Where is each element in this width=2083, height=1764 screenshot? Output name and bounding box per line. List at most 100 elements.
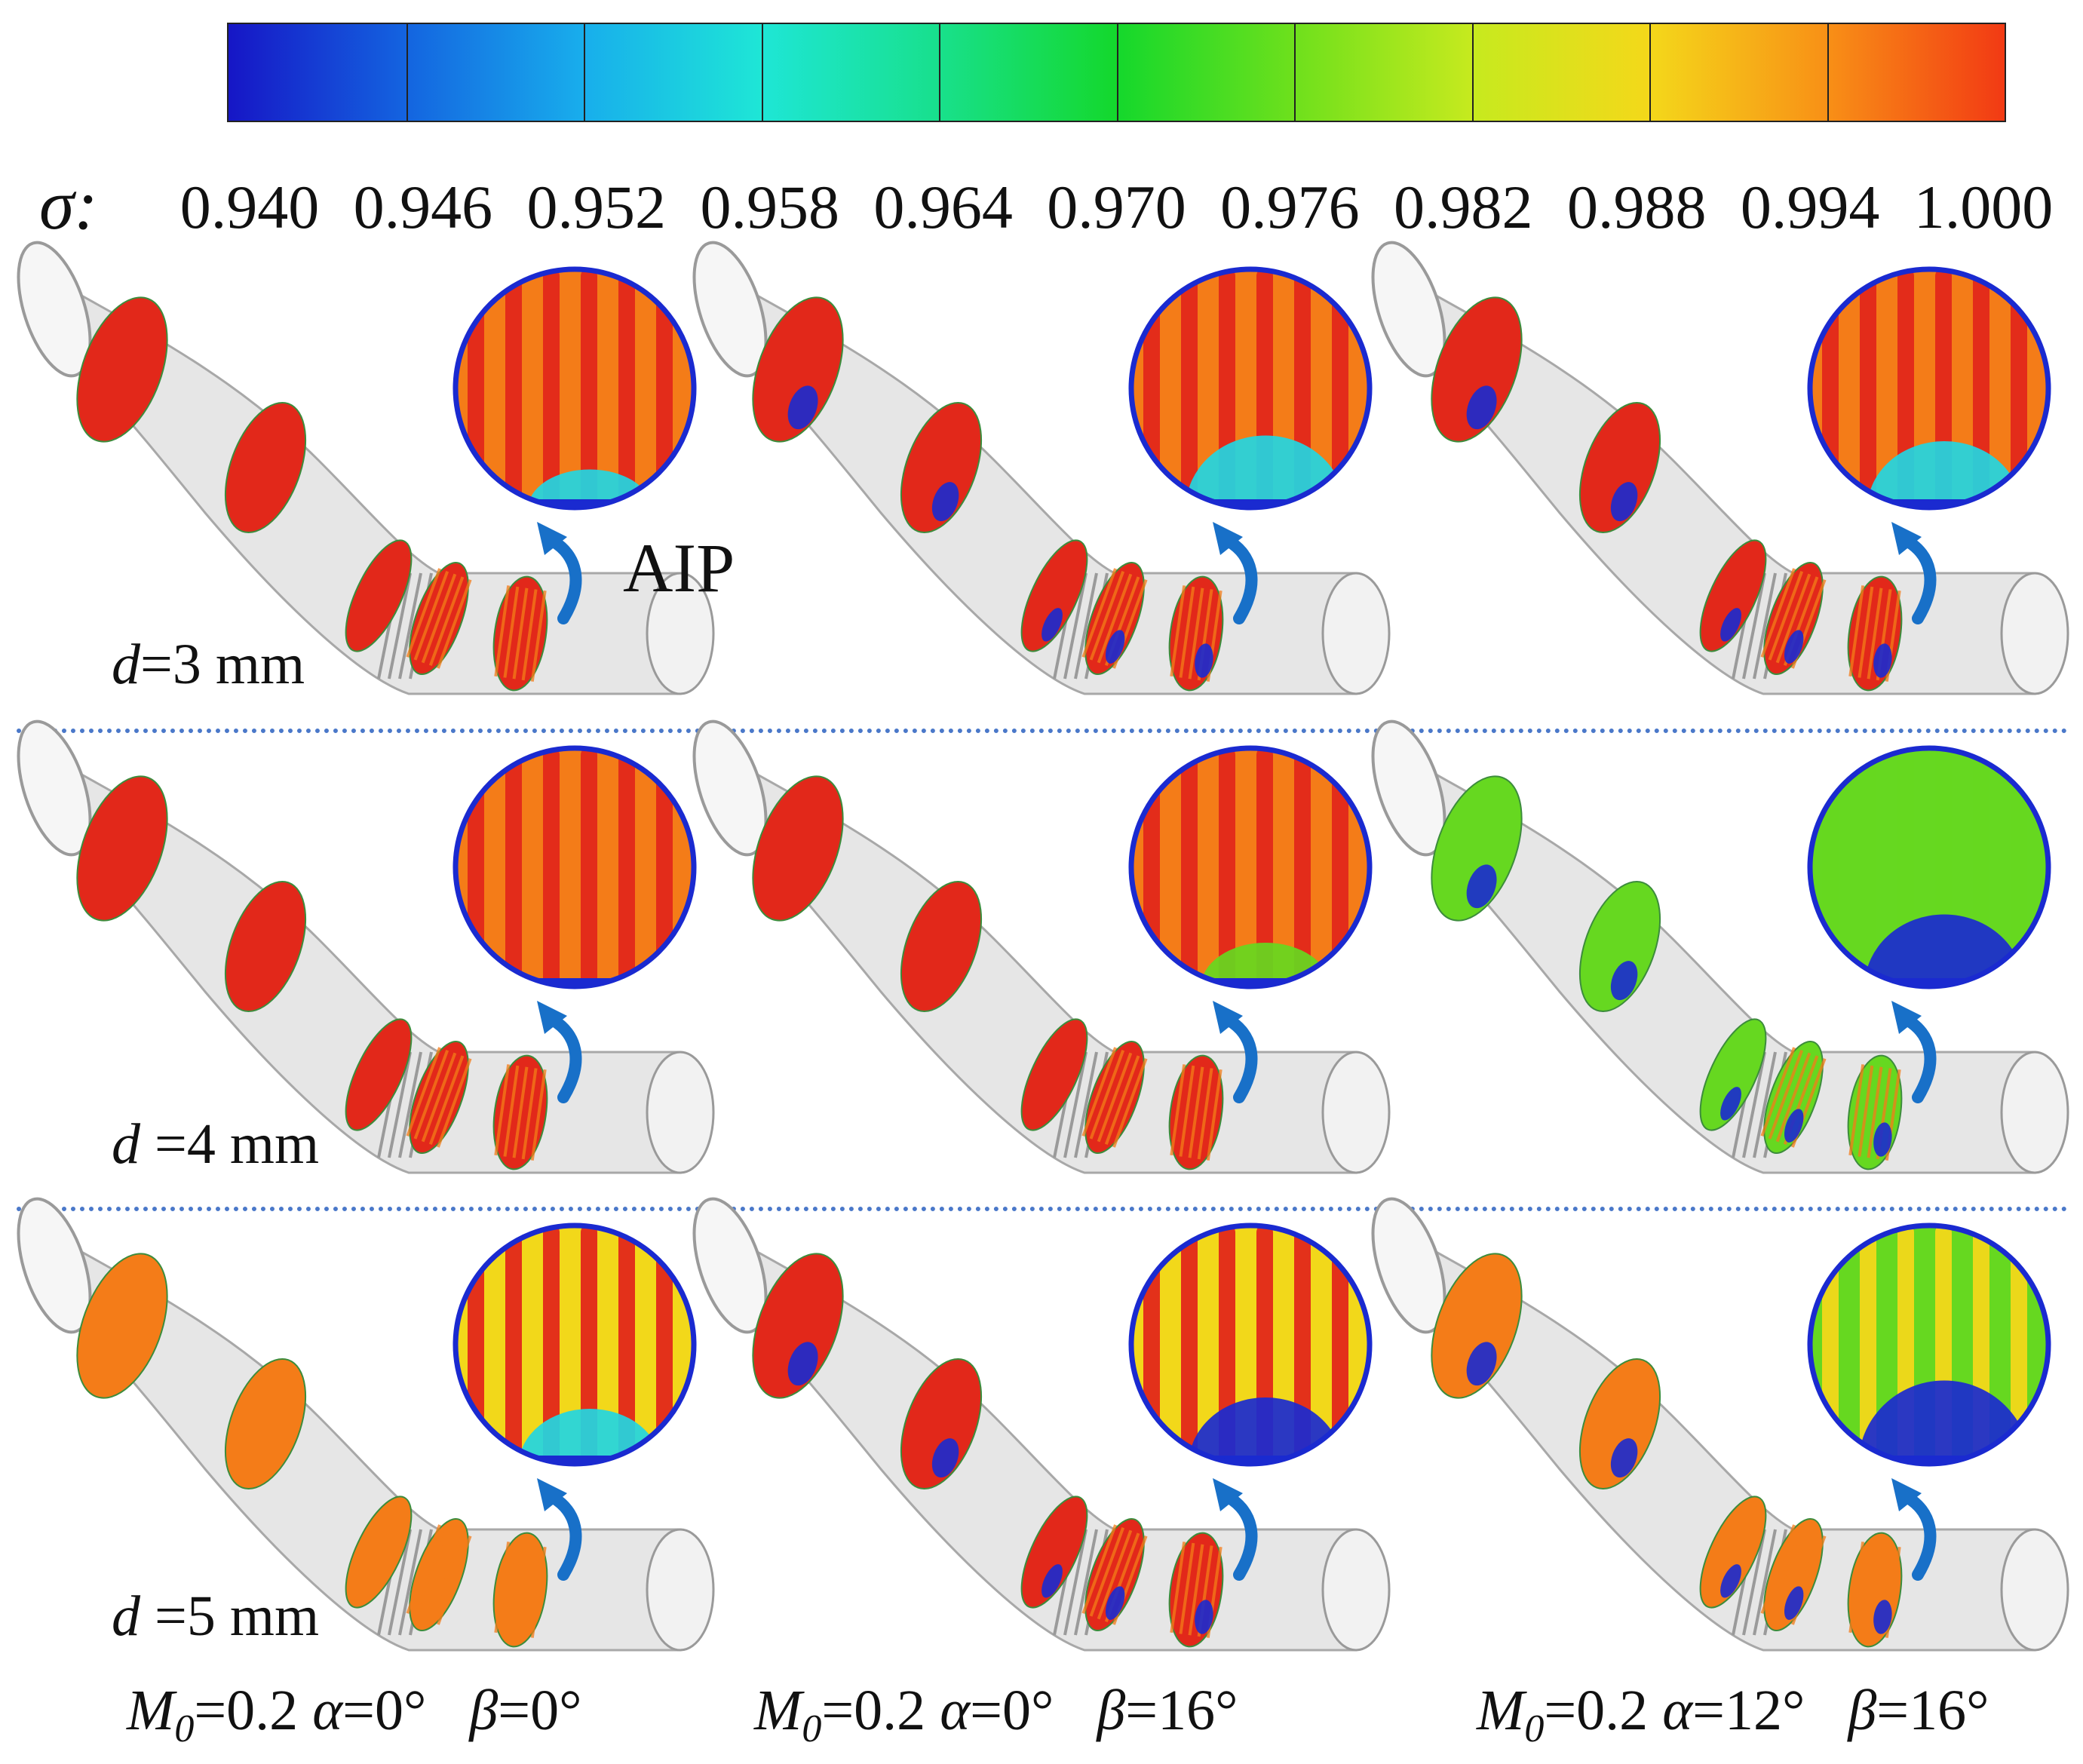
flow-slice-stripe — [1775, 573, 1812, 664]
flow-slice-stripe — [428, 1532, 465, 1623]
aip-arrow-head — [1213, 522, 1243, 555]
aip-stripe — [1143, 268, 1160, 509]
flow-slice — [492, 1054, 548, 1170]
flow-slice-stripe — [1097, 1052, 1133, 1143]
flow-slice-field — [1699, 539, 1767, 652]
flow-slice-field — [76, 1253, 168, 1399]
flow-slice-stripe — [1188, 587, 1204, 680]
flow-slice-field — [1431, 1253, 1523, 1399]
grille-rib — [398, 1529, 422, 1636]
flow-slice-stripe — [428, 576, 465, 667]
aip-stripe — [1219, 747, 1235, 988]
flow-slice-stripe — [494, 585, 511, 677]
aip-stripe — [1860, 747, 1876, 988]
aip-contour-border — [1128, 1223, 1373, 1467]
colorbar-division — [939, 24, 940, 121]
flow-slice — [1578, 1358, 1661, 1490]
flow-slice — [406, 1040, 472, 1155]
row-label-d3: d=3 mm — [112, 633, 305, 696]
flow-slice-stripe — [512, 1066, 529, 1158]
duct-inlet-lip — [1371, 719, 1446, 857]
row-separator-2 — [17, 1207, 2068, 1211]
duct-outlet — [646, 1528, 715, 1652]
flow-slice-low-region — [1466, 385, 1497, 430]
aip-stripe — [1256, 747, 1273, 988]
flow-slice-stripe — [512, 587, 529, 680]
flow-slice-low-region — [1195, 643, 1213, 678]
aip-stripe — [656, 268, 673, 509]
aip-low-pressure-region — [1864, 914, 2024, 988]
flow-slice-field — [345, 539, 413, 652]
duct-panel-svg — [17, 719, 715, 1174]
flow-slice — [1578, 880, 1661, 1013]
flow-slice — [1020, 539, 1088, 652]
aip-arrow-head — [1213, 1001, 1243, 1034]
duct-panel — [17, 719, 715, 1203]
flow-slice — [1431, 1253, 1523, 1399]
flow-slice-stripe — [1089, 1526, 1125, 1617]
flow-slice-stripe — [530, 1069, 547, 1161]
flow-slice-stripe — [1867, 1544, 1883, 1636]
flow-slice — [406, 561, 472, 676]
aip-low-pressure-region — [519, 1409, 661, 1465]
grille-rib — [1753, 1529, 1777, 1636]
colorbar-division — [1827, 24, 1829, 121]
aip-stripe — [1822, 268, 1839, 509]
row-label-d5: d =5 mm — [112, 1585, 320, 1648]
colorbar-tick-label: 0.964 — [873, 173, 1013, 241]
colorbar-division — [1471, 24, 1474, 121]
aip-arrow-shaft — [548, 1492, 582, 1581]
aip-stripe — [543, 747, 560, 988]
aip-stripe — [618, 1224, 635, 1465]
flow-slice — [1168, 1054, 1224, 1170]
flow-slice — [1020, 1018, 1088, 1131]
aip-stripe — [1181, 268, 1198, 509]
flow-slice-stripe — [521, 1068, 538, 1160]
duct-panel — [692, 1197, 1391, 1680]
flow-slice-stripe — [530, 1546, 547, 1638]
colorbar-tick-label: 0.952 — [526, 173, 667, 241]
flow-slice — [1081, 1517, 1148, 1632]
flow-slice-stripe — [1179, 586, 1195, 678]
flow-slice — [406, 1517, 472, 1632]
aip-stripe — [1822, 747, 1839, 988]
flow-slice-stripe — [421, 573, 457, 664]
aip-stripe — [1860, 268, 1876, 509]
aip-arrow-shaft — [1223, 1014, 1258, 1103]
flow-slice-field — [76, 775, 168, 922]
flow-slice-field — [900, 880, 983, 1013]
flow-slice-low-region — [1610, 961, 1638, 1001]
colorbar-tick-label: 0.946 — [353, 173, 493, 241]
flow-slice-low-region — [1873, 1600, 1892, 1634]
aip-arrow-shaft — [1902, 535, 1937, 624]
flow-slice-stripe — [1179, 1542, 1195, 1634]
aip-stripe — [618, 268, 635, 509]
flow-slice — [76, 296, 168, 443]
flow-slice-field — [1020, 1018, 1088, 1131]
aip-stripe — [1143, 747, 1160, 988]
flow-slice-low-region — [787, 1342, 818, 1386]
flow-slice-field — [224, 401, 307, 534]
flow-slice-stripe — [1775, 1529, 1812, 1620]
flow-slice-stripe — [1104, 1055, 1140, 1146]
aip-arrow-shaft — [1902, 1492, 1937, 1581]
flow-slice — [1168, 1532, 1224, 1648]
flow-slice-field — [1431, 296, 1523, 443]
flow-slice-field — [752, 1253, 844, 1399]
flow-slice-stripe — [428, 1055, 465, 1146]
flow-slice-stripe — [1170, 1542, 1186, 1634]
aip-stripe — [505, 268, 522, 509]
aip-stripe — [1143, 1224, 1160, 1465]
flow-slice — [752, 296, 844, 443]
flow-slice — [224, 880, 307, 1013]
aip-contour-border — [1128, 745, 1373, 989]
flow-slice — [900, 880, 983, 1013]
duct-panel — [17, 1197, 715, 1680]
flow-slice-stripe — [1081, 1047, 1117, 1137]
duct-outlet — [646, 572, 715, 695]
flow-slice-stripe — [413, 570, 449, 661]
duct-panel-svg — [17, 241, 715, 695]
flow-slice-stripe — [1867, 587, 1883, 680]
flow-slice — [345, 1018, 413, 1131]
flow-slice — [1847, 1532, 1903, 1648]
